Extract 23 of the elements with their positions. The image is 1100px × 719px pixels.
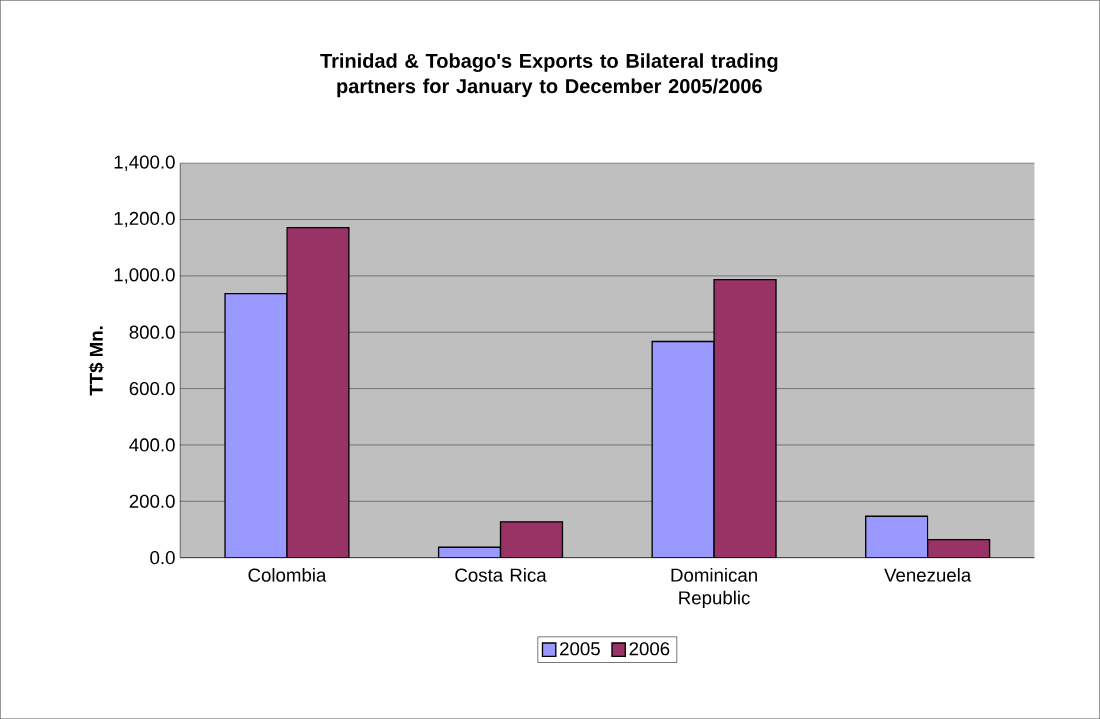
x-tick-label: Dominican Republic — [671, 567, 757, 609]
y-tick-label: 200.0 — [129, 494, 175, 508]
x-tick-label: Costa Rica — [455, 567, 547, 582]
x-tick-label: Venezuela — [884, 567, 972, 582]
x-tick-label: Colombia — [248, 567, 327, 582]
bar — [286, 226, 350, 558]
bar — [865, 515, 929, 558]
bar — [713, 278, 777, 558]
y-tick-label: 600.0 — [129, 381, 175, 396]
y-tick-label: 1,000.0 — [114, 268, 175, 284]
legend-label: 2005 — [560, 642, 600, 656]
y-tick-label: 1,400.0 — [114, 155, 175, 171]
y-tick-label: 1,200.0 — [114, 211, 175, 228]
bar — [651, 340, 715, 558]
bar — [224, 292, 288, 558]
y-tick-label: 0.0 — [150, 550, 175, 565]
y-tick-label: 400.0 — [129, 438, 175, 452]
bar — [499, 521, 564, 558]
legend-label: 2006 — [629, 642, 670, 656]
chart-title: Trinidad & Tobago's Exports to Bilateral trading partners for January to December 2005/2006 — [320, 53, 778, 98]
y-tick-label: 800.0 — [129, 325, 175, 339]
bar — [926, 538, 991, 558]
y-axis-title: TT$ Mn. — [88, 326, 105, 396]
